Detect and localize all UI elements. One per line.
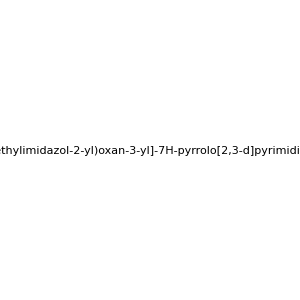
- Text: N-[(2R,3R)-2-(1-ethylimidazol-2-yl)oxan-3-yl]-7H-pyrrolo[2,3-d]pyrimidine-4-carb: N-[(2R,3R)-2-(1-ethylimidazol-2-yl)oxan-…: [0, 146, 300, 157]
